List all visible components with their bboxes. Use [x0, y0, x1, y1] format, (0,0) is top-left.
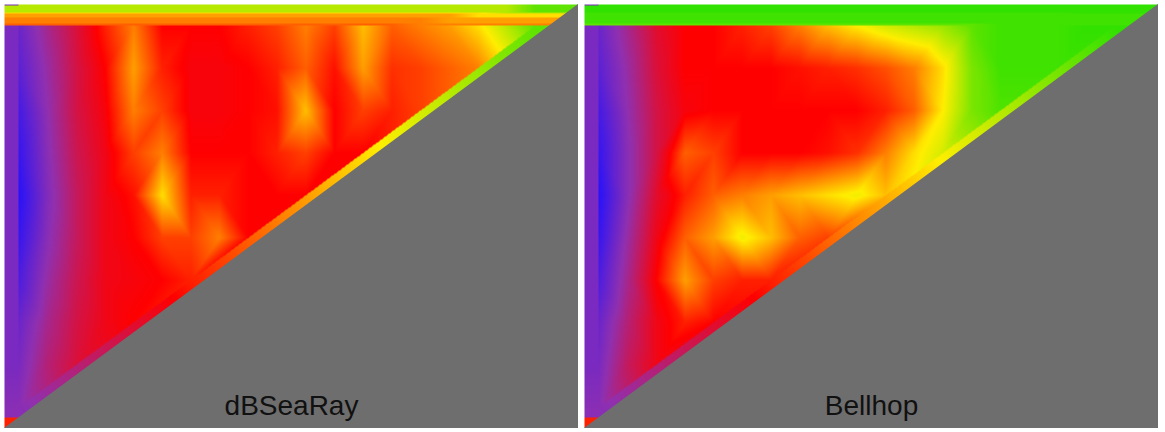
- svg-text:dBSeaRay: dBSeaRay: [225, 390, 359, 421]
- svg-text:Bellhop: Bellhop: [825, 390, 918, 421]
